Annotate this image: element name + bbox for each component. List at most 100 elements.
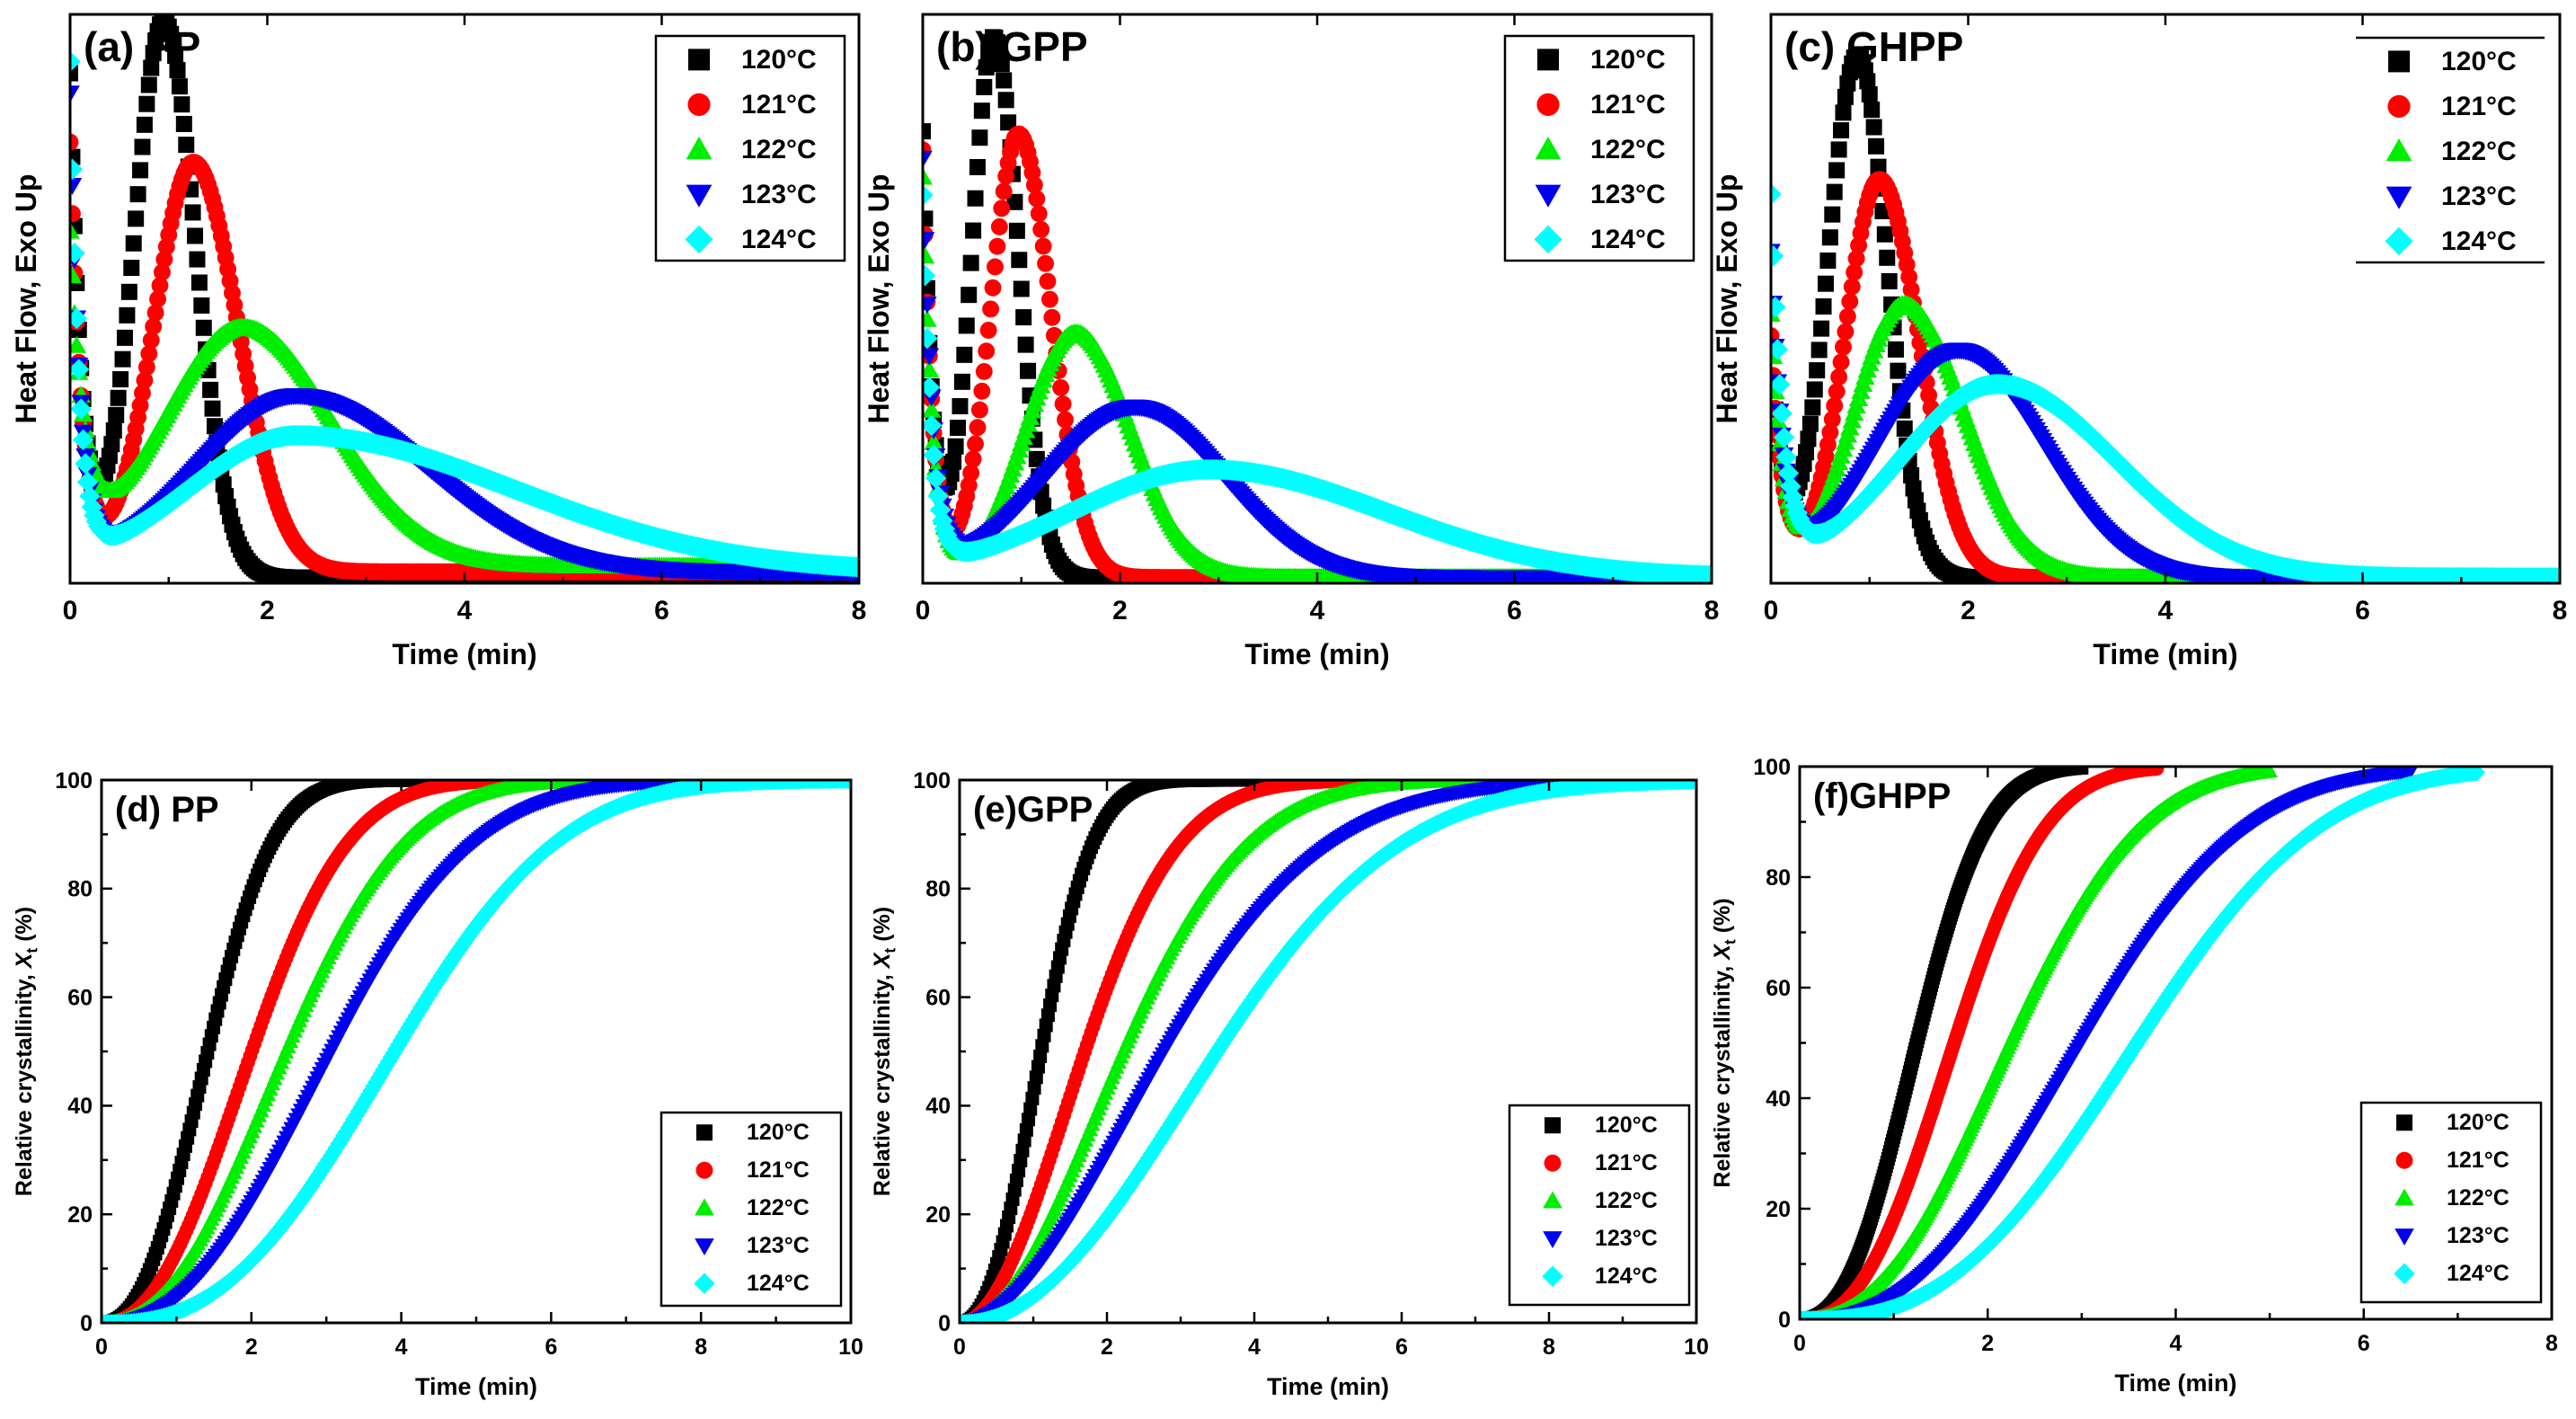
data-point xyxy=(171,78,188,95)
data-layer xyxy=(70,14,859,583)
data-point xyxy=(967,435,984,453)
legend-label: 123°C xyxy=(741,180,817,209)
y-axis-label: Heat Flow, Exo Up xyxy=(863,174,895,424)
data-point xyxy=(149,290,167,308)
data-point xyxy=(140,76,157,93)
data-point xyxy=(119,306,136,324)
data-point xyxy=(947,438,964,455)
data-point xyxy=(924,432,943,450)
data-point xyxy=(140,345,158,363)
x-tick-label: 8 xyxy=(852,596,867,625)
legend-marker xyxy=(1535,184,1562,208)
data-point xyxy=(1804,399,1821,416)
data-point xyxy=(1838,307,1856,325)
data-point xyxy=(1888,341,1905,358)
legend-marker xyxy=(686,184,713,208)
data-point xyxy=(1813,320,1830,337)
data-point xyxy=(142,332,160,350)
legend-label: 120°C xyxy=(741,45,817,75)
data-point xyxy=(1841,293,1859,310)
data-point xyxy=(1823,411,1841,429)
data-point xyxy=(79,485,101,507)
data-point xyxy=(70,50,81,73)
data-point xyxy=(70,221,80,239)
data-point xyxy=(1863,102,1881,119)
data-point xyxy=(950,420,967,437)
data-point xyxy=(996,72,1013,89)
data-point xyxy=(927,485,949,507)
data-point xyxy=(1057,411,1074,429)
data-point xyxy=(1034,237,1052,255)
data-point xyxy=(982,300,1000,318)
legend-box xyxy=(1503,34,1695,262)
data-point xyxy=(923,414,943,437)
data-point xyxy=(1837,323,1855,341)
x-tick-label: 8 xyxy=(1704,596,1720,625)
data-point xyxy=(70,266,83,284)
data-point xyxy=(120,283,137,300)
data-point xyxy=(979,322,997,339)
data-point xyxy=(987,258,1004,276)
x-tick-label: 6 xyxy=(654,596,669,625)
data-point xyxy=(923,232,935,249)
data-point xyxy=(1025,176,1043,194)
data-point xyxy=(997,167,1015,185)
data-point xyxy=(204,400,221,417)
legend-marker xyxy=(688,49,710,71)
data-point xyxy=(1017,336,1034,353)
data-point xyxy=(975,362,993,380)
data-point xyxy=(1830,368,1848,386)
data-point xyxy=(1008,222,1025,239)
data-point xyxy=(1835,338,1852,356)
data-point xyxy=(1006,193,1023,210)
legend-marker xyxy=(1536,93,1560,116)
x-tick-label: 4 xyxy=(1310,596,1325,625)
legend-label: 123°C xyxy=(1590,180,1666,209)
data-point xyxy=(969,419,987,437)
x-tick-label: 0 xyxy=(916,596,931,625)
data-point xyxy=(970,401,988,419)
data-point xyxy=(848,556,859,578)
data-point xyxy=(964,450,982,468)
data-point xyxy=(1847,250,1865,268)
data-layer xyxy=(1771,46,2560,583)
data-point xyxy=(923,123,931,140)
data-point xyxy=(1881,272,1898,289)
data-point xyxy=(990,217,1008,235)
data-point xyxy=(70,133,79,151)
data-point xyxy=(132,162,149,179)
data-point xyxy=(123,260,140,277)
data-point xyxy=(991,42,1008,59)
data-point xyxy=(202,381,219,398)
data-point xyxy=(997,92,1014,109)
legend-label: 120°C xyxy=(1590,45,1666,75)
legend-label: 121°C xyxy=(741,90,817,120)
data-point xyxy=(1806,381,1823,398)
data-point xyxy=(1828,383,1846,401)
data-point xyxy=(195,319,212,336)
data-point xyxy=(1890,362,1907,379)
x-tick-label: 0 xyxy=(63,596,78,625)
data-point xyxy=(116,329,133,346)
data-point xyxy=(1832,353,1850,371)
data-point xyxy=(967,190,984,207)
data-point xyxy=(1054,395,1072,413)
data-point xyxy=(70,335,87,353)
data-point xyxy=(76,471,99,493)
data-point xyxy=(1052,378,1070,396)
data-point xyxy=(971,129,988,146)
data-point xyxy=(1826,183,1843,200)
data-point xyxy=(169,62,186,79)
data-point xyxy=(112,371,129,388)
data-point xyxy=(958,317,975,334)
data-point xyxy=(184,204,201,221)
legend-label: 124°C xyxy=(741,225,817,254)
data-point xyxy=(70,307,88,330)
data-point xyxy=(923,348,940,366)
legend-label: 122°C xyxy=(741,135,817,164)
data-point xyxy=(1868,137,1885,155)
data-point xyxy=(923,246,935,264)
data-point xyxy=(1896,420,1913,437)
